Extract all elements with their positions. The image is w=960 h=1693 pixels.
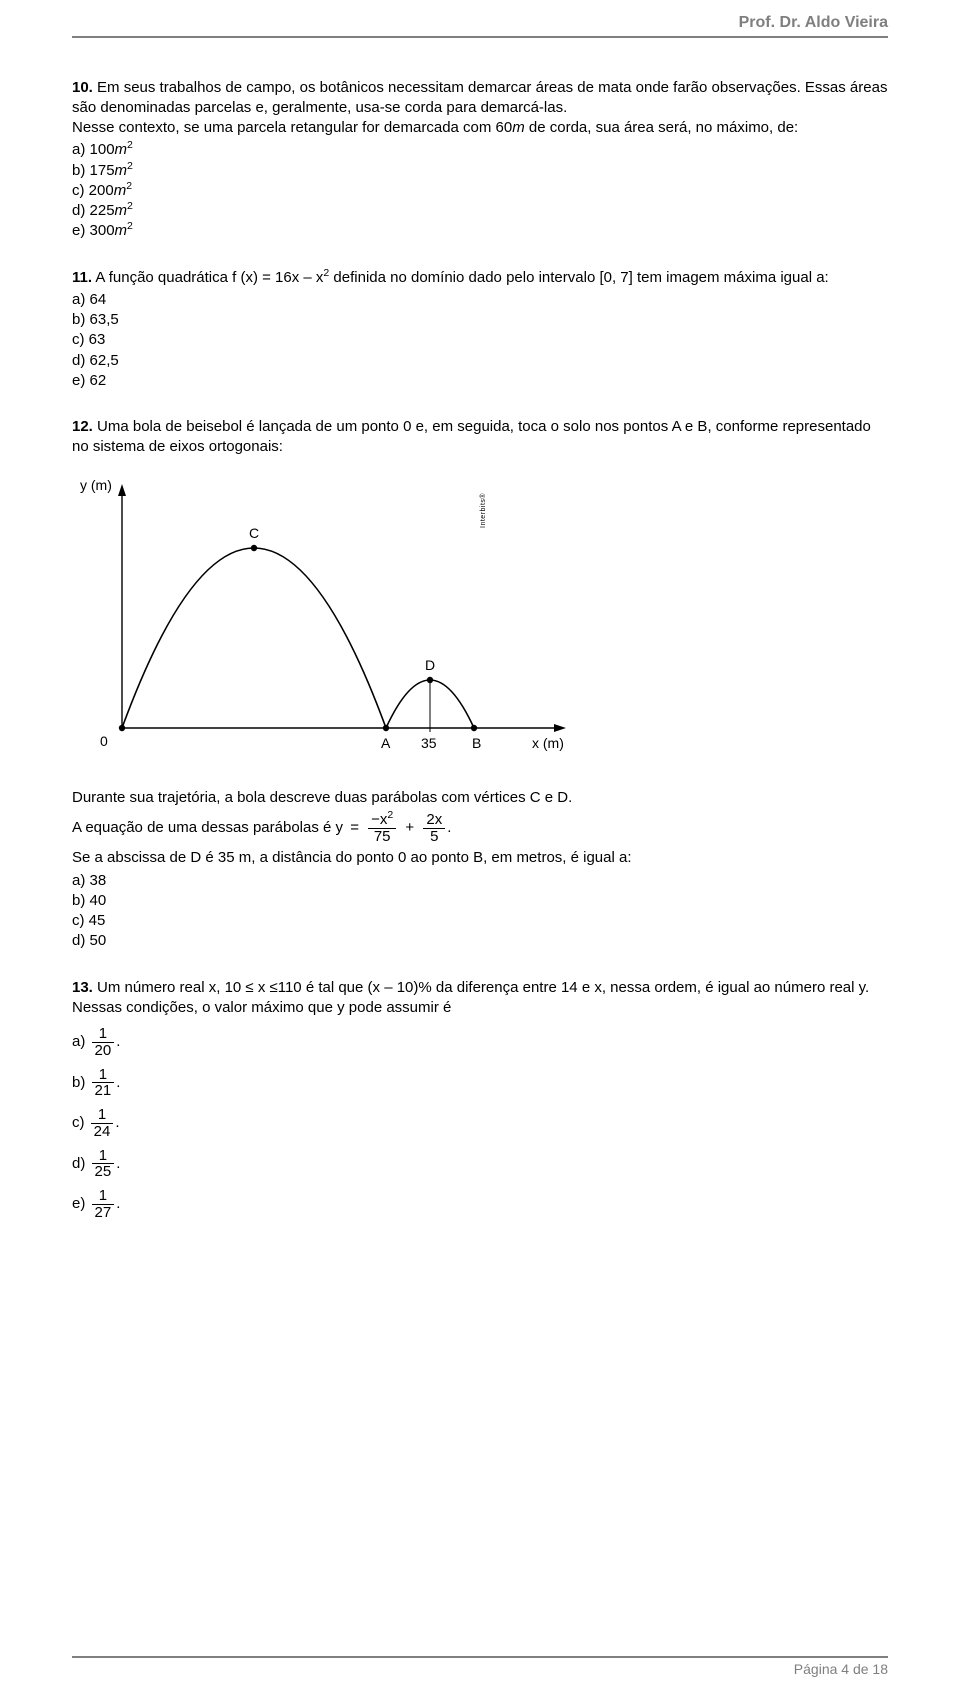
q11-opt-d: d) 62,5: [72, 351, 888, 371]
q12-opt-b: b) 40: [72, 891, 888, 911]
q11-opt-e: e) 62: [72, 371, 888, 391]
q10-number: 10.: [72, 79, 93, 96]
q11-opt-a: a) 64: [72, 290, 888, 310]
q13-opt-d: d) 125.: [72, 1148, 888, 1181]
q10-body2a: Nesse contexto, se uma parcela retangula…: [72, 119, 512, 136]
svg-text:35: 35: [421, 735, 437, 751]
svg-text:C: C: [249, 525, 259, 541]
q12-text: 12. Uma bola de beisebol é lançada de um…: [72, 417, 888, 458]
q10-opt-e: e) 300m2: [72, 221, 888, 241]
q11-body2: definida no domínio dado pelo intervalo …: [329, 269, 828, 286]
q12-after1: Durante sua trajetória, a bola descreve …: [72, 788, 888, 808]
q12-chart: 0 A 35 B C Dy (m) x (m) Interbits®: [72, 468, 888, 768]
q12-frac2: 2x 5: [423, 812, 445, 845]
q13-line2: Nessas condições, o valor máximo que y p…: [72, 998, 888, 1018]
svg-text:Interbits®: Interbits®: [479, 492, 487, 527]
page-header: Prof. Dr. Aldo Vieira: [72, 12, 888, 38]
q11-text: 11. A função quadrática f (x) = 16x – x2…: [72, 268, 888, 288]
q12-options: a) 38 b) 40 c) 45 d) 50: [72, 871, 888, 952]
q12-eq-tail: .: [447, 819, 451, 836]
q12-number: 12.: [72, 418, 93, 435]
q11-body: A função quadrática f (x) = 16x – x: [92, 269, 323, 286]
q10-m: m: [512, 119, 525, 136]
q13-opt-b: b) 121.: [72, 1067, 888, 1100]
q11-number: 11.: [72, 269, 92, 286]
q13-opt-a: a) 120.: [72, 1026, 888, 1059]
q12-frac1: −x2 75: [368, 812, 396, 845]
q10-body1: Em seus trabalhos de campo, os botânicos…: [72, 79, 887, 116]
question-12: 12. Uma bola de beisebol é lançada de um…: [72, 417, 888, 952]
q10-text: 10. Em seus trabalhos de campo, os botân…: [72, 78, 888, 119]
q11-opt-b: b) 63,5: [72, 310, 888, 330]
svg-text:D: D: [425, 657, 435, 673]
q13-opt-e: e) 127.: [72, 1188, 888, 1221]
q11-opt-c: c) 63: [72, 330, 888, 350]
q12-eq-plus: +: [405, 819, 414, 836]
page-footer: Página 4 de 18: [72, 1656, 888, 1679]
q10-body2b: de corda, sua área será, no máximo, de:: [525, 119, 798, 136]
svg-text:0: 0: [100, 733, 108, 749]
question-10: 10. Em seus trabalhos de campo, os botân…: [72, 78, 888, 242]
q12-eq-lead: A equação de uma dessas parábolas é y: [72, 819, 343, 836]
svg-text:A: A: [381, 735, 391, 751]
q12-opt-c: c) 45: [72, 911, 888, 931]
q12-body: Uma bola de beisebol é lançada de um pon…: [72, 418, 871, 455]
footer-page: Página 4 de 18: [794, 1661, 888, 1677]
q10-opt-a: a) 100m2: [72, 140, 888, 160]
q13-text: 13. Um número real x, 10 ≤ x ≤110 é tal …: [72, 978, 888, 998]
q10-opt-c: c) 200m2: [72, 181, 888, 201]
q10-opt-b: b) 175m2: [72, 161, 888, 181]
header-author: Prof. Dr. Aldo Vieira: [739, 14, 888, 31]
q13-opt-c: c) 124.: [72, 1107, 888, 1140]
svg-text:y (m): y (m): [80, 477, 112, 493]
svg-text:x (m): x (m): [532, 735, 564, 751]
q12-eq-eq: =: [350, 819, 359, 836]
question-13: 13. Um número real x, 10 ≤ x ≤110 é tal …: [72, 978, 888, 1221]
question-11: 11. A função quadrática f (x) = 16x – x2…: [72, 268, 888, 392]
q12-after2: Se a abscissa de D é 35 m, a distância d…: [72, 848, 888, 868]
q10-options: a) 100m2 b) 175m2 c) 200m2 d) 225m2 e) 3…: [72, 140, 888, 241]
q12-opt-d: d) 50: [72, 931, 888, 951]
q12-equation: A equação de uma dessas parábolas é y = …: [72, 812, 888, 845]
q11-options: a) 64 b) 63,5 c) 63 d) 62,5 e) 62: [72, 290, 888, 391]
q12-opt-a: a) 38: [72, 871, 888, 891]
q13-options: a) 120. b) 121. c) 124. d) 125. e) 127.: [72, 1026, 888, 1221]
trajectory-chart: 0 A 35 B C Dy (m) x (m) Interbits®: [72, 468, 592, 768]
svg-text:B: B: [472, 735, 481, 751]
q10-text2: Nesse contexto, se uma parcela retangula…: [72, 118, 888, 138]
q13-number: 13.: [72, 979, 93, 996]
q10-opt-d: d) 225m2: [72, 201, 888, 221]
